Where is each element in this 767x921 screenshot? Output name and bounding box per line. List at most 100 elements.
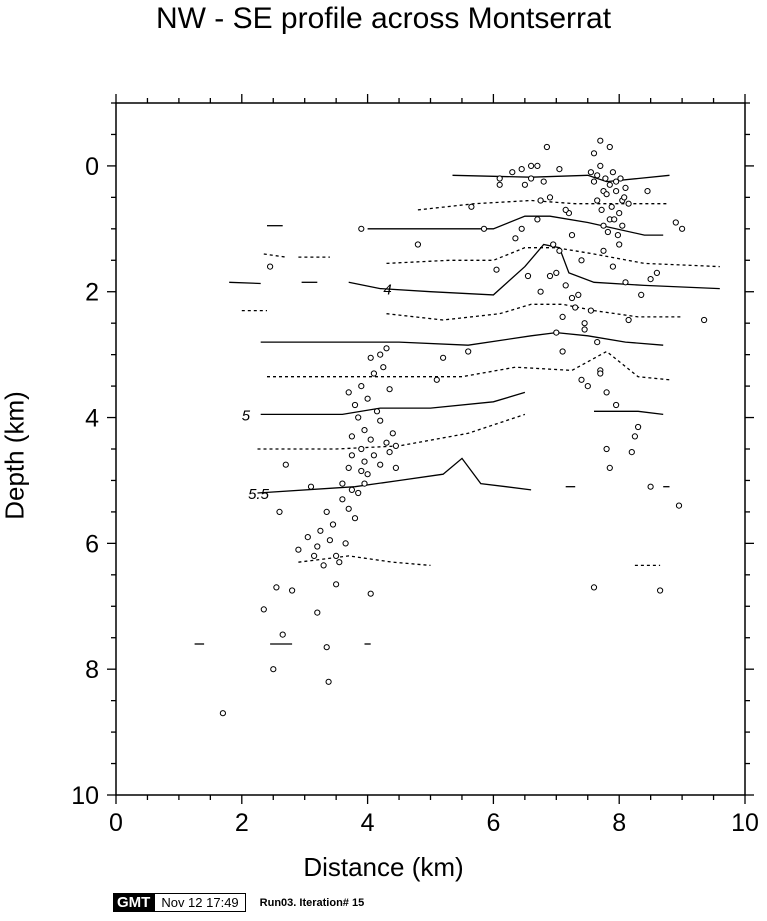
earthquake-point — [307, 483, 315, 490]
contour-label: 5 — [242, 407, 251, 424]
contour-solid — [260, 331, 664, 346]
earthquake-point — [635, 423, 642, 431]
earthquake-point — [559, 313, 566, 320]
earthquake-point — [613, 188, 620, 195]
y-tick-label: 8 — [85, 656, 99, 684]
earthquake-point — [594, 172, 601, 179]
earthquake-point — [562, 206, 569, 213]
y-tick-label: 2 — [85, 279, 99, 307]
earthquake-point — [537, 288, 544, 295]
earthquake-point — [616, 241, 623, 248]
earthquake-point — [367, 354, 374, 361]
earthquake-point — [358, 467, 365, 475]
earthquake-point — [326, 537, 333, 544]
earthquake-point — [568, 232, 576, 239]
earthquake-point — [361, 480, 368, 487]
earthquake-point — [604, 228, 612, 236]
earthquake-point — [572, 304, 579, 311]
earthquake-point — [518, 166, 525, 173]
earthquake-point — [493, 266, 500, 273]
earthquake-point — [348, 433, 355, 440]
earthquake-point — [600, 247, 607, 254]
earthquake-point — [333, 552, 340, 560]
earthquake-point — [270, 666, 277, 673]
contour-dashed — [263, 253, 286, 258]
y-tick-label: 6 — [85, 530, 99, 558]
earthquake-point — [581, 320, 588, 327]
earthquake-point — [373, 408, 381, 415]
earthquake-point — [518, 225, 525, 232]
earthquake-point — [644, 188, 651, 195]
earthquake-point — [559, 348, 566, 355]
earthquake-point — [603, 445, 610, 453]
earthquake-point — [594, 339, 601, 346]
earthquake-point — [594, 197, 601, 204]
earthquake-point — [647, 483, 654, 490]
earthquake-point — [361, 458, 368, 465]
earthquake-point — [675, 502, 683, 509]
x-tick-label: 10 — [731, 809, 759, 837]
earthquake-point — [528, 175, 535, 182]
earthquake-point — [377, 351, 384, 358]
earthquake-point — [603, 191, 610, 198]
earthquake-points — [219, 137, 708, 717]
contour-solid — [367, 215, 664, 236]
earthquake-point — [282, 461, 289, 468]
earthquake-point — [598, 206, 605, 213]
earthquake-point — [304, 534, 311, 541]
x-axis-label: Distance (km) — [303, 852, 464, 882]
earthquake-point — [342, 540, 349, 547]
earthquake-point — [468, 203, 475, 210]
earthquake-point — [358, 445, 365, 453]
earthquake-point — [540, 178, 547, 185]
earthquake-point — [370, 370, 377, 377]
earthquake-point — [622, 184, 629, 191]
contour-solid — [257, 457, 532, 494]
earthquake-point — [600, 222, 607, 229]
earthquake-point — [550, 241, 557, 248]
earthquake-point — [323, 508, 330, 515]
earthquake-point — [556, 166, 563, 173]
x-tick-label: 4 — [361, 809, 375, 837]
earthquake-point — [631, 433, 639, 440]
earthquake-point — [613, 178, 620, 185]
earthquake-point — [657, 587, 664, 594]
earthquake-point — [358, 383, 365, 390]
x-tick-label: 6 — [486, 809, 500, 837]
earthquake-point — [496, 175, 503, 182]
chart-title: NW - SE profile across Montserrat — [155, 2, 612, 35]
earthquake-point — [521, 181, 529, 188]
earthquake-point — [392, 464, 399, 471]
earthquake-point — [590, 150, 598, 157]
earthquake-point — [325, 678, 332, 685]
earthquake-point — [597, 370, 604, 377]
contour-dashed — [267, 350, 670, 381]
earthquake-point — [320, 562, 327, 569]
earthquake-point — [543, 143, 551, 151]
y-tick-label: 4 — [85, 405, 99, 433]
earthquake-point — [267, 263, 274, 270]
earthquake-point — [377, 417, 384, 424]
earthquake-point — [345, 389, 352, 396]
earthquake-point — [679, 225, 686, 232]
x-tick-label: 8 — [612, 809, 626, 837]
earthquake-point — [386, 449, 393, 456]
earthquake-point — [414, 241, 421, 248]
earthquake-point — [587, 307, 595, 314]
earthquake-point — [602, 175, 609, 182]
earthquake-point — [367, 590, 374, 597]
earthquake-point — [537, 197, 544, 204]
contour-dashed — [386, 247, 720, 268]
earthquake-point — [383, 439, 390, 446]
stamp-date: Nov 12 17:49 — [154, 893, 246, 912]
stamp-run-info: Run03. Iteration# 15 — [259, 896, 365, 909]
earthquake-point — [617, 175, 624, 182]
earthquake-point — [621, 194, 628, 201]
earthquake-point — [311, 552, 318, 560]
earthquake-point — [465, 348, 472, 355]
earthquake-point — [383, 345, 390, 352]
earthquake-point — [597, 137, 604, 144]
earthquake-point — [575, 291, 582, 298]
earthquake-point — [603, 389, 610, 396]
